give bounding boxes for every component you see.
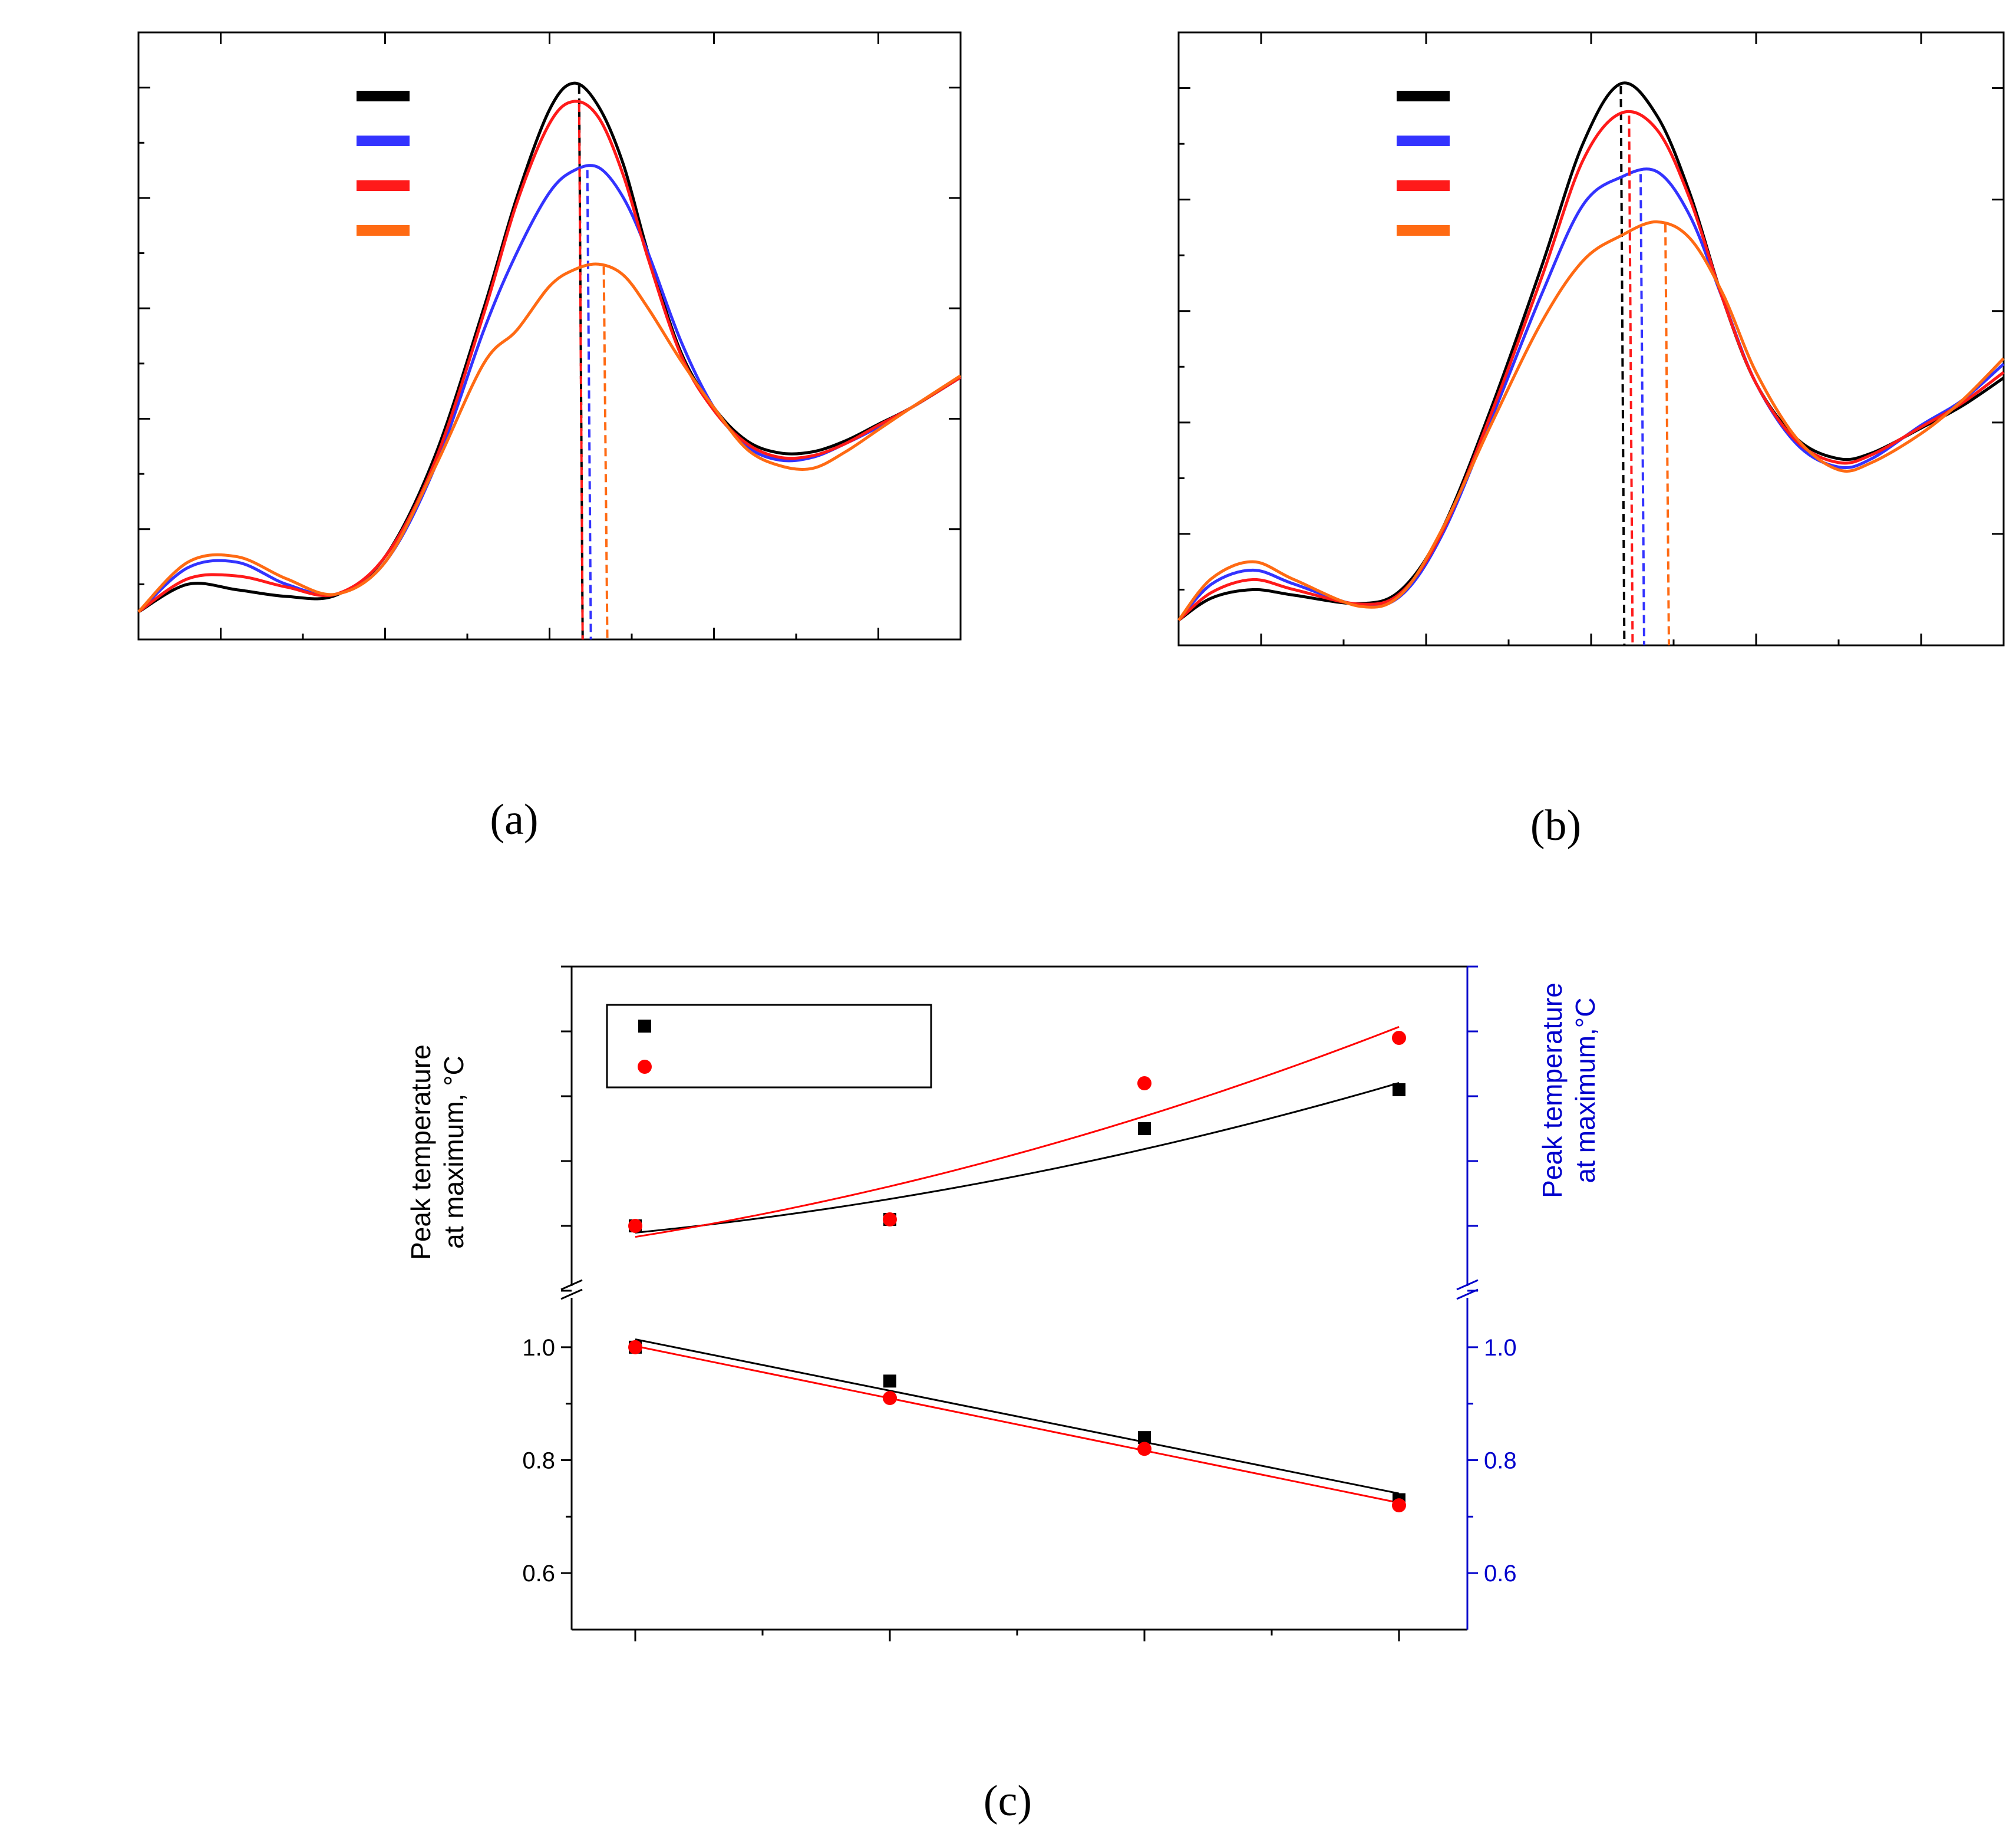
top-xe-point (628, 1219, 642, 1233)
bottom-xe-point (1392, 1498, 1406, 1513)
top-xe-point (883, 1212, 897, 1226)
bottom-right-tick-label: 0.6 (1484, 1561, 1517, 1587)
axis-break-mark (560, 1288, 583, 1300)
peak-dropline-1 (586, 170, 592, 640)
peak-dropline-3 (1664, 224, 1670, 646)
peak-dropline-0 (1619, 85, 1626, 646)
top-right-axis-label: Peak temperatureat maximum,°C (1537, 982, 1601, 1198)
chart-a: (a) (137, 31, 962, 844)
series-line-3 (137, 262, 962, 613)
bottom-left-tick-label: 0.8 (522, 1448, 555, 1474)
series-line-1 (137, 164, 962, 614)
axis-break-mark (1456, 1279, 1479, 1291)
bottom-left-tick-label: 1.0 (522, 1335, 555, 1361)
bottom-right-tick-label: 0.8 (1484, 1448, 1517, 1474)
series-line-1 (1177, 167, 2005, 622)
top-kr-point (1138, 1122, 1151, 1135)
top-fit-line-0 (635, 1082, 1400, 1234)
bottom-xe-point (1137, 1442, 1151, 1456)
peak-dropline-2 (1628, 116, 1634, 646)
axis-break-mark (560, 1279, 583, 1291)
bottom-xe-point (628, 1340, 642, 1354)
peak-dropline-3 (602, 266, 609, 640)
chart-c: 0.6 0.6 0.8 0.8 1.0 1.0 Peak temperatureat max… (405, 965, 1601, 1825)
series-line-2 (1177, 110, 2005, 622)
bottom-kr-point (883, 1374, 896, 1388)
legend-box (606, 1004, 932, 1089)
series-line-2 (137, 100, 962, 614)
peak-dropline-1 (1639, 174, 1645, 646)
top-left-axis-label: Peak temperatureat maximum, °C (405, 1044, 469, 1260)
series-line-3 (1177, 220, 2005, 621)
legend-marker-xe (638, 1060, 652, 1074)
top-kr-point (1393, 1083, 1405, 1096)
top-xe-point (1137, 1076, 1151, 1090)
bottom-left-tick-label: 0.6 (522, 1561, 555, 1587)
top-xe-point (1392, 1031, 1406, 1045)
legend-marker-kr (638, 1020, 651, 1033)
bottom-right-tick-label: 1.0 (1484, 1335, 1517, 1361)
top-fit-line-1 (635, 1025, 1400, 1238)
bottom-xe-point (883, 1391, 897, 1406)
panel-label-b: (b) (1530, 802, 1581, 850)
series-line-0 (137, 81, 962, 614)
chart-b: (b) (1177, 31, 2005, 850)
panel-label-c: (c) (984, 1777, 1032, 1825)
series-line-0 (1177, 81, 2005, 622)
panel-label-a: (a) (490, 796, 538, 844)
bottom-kr-point (1138, 1431, 1151, 1445)
bottom-fit-line-0 (635, 1338, 1400, 1495)
bottom-fit-line-1 (635, 1345, 1400, 1504)
peak-dropline-2 (578, 104, 584, 640)
